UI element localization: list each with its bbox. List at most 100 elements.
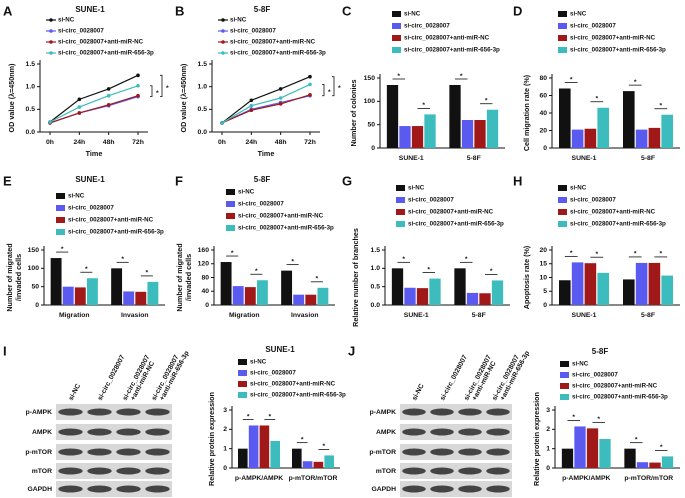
significance: * bbox=[301, 436, 304, 443]
y-tick-label: 160 bbox=[198, 247, 210, 254]
bar bbox=[399, 126, 411, 148]
y-tick-label: 0 bbox=[543, 145, 547, 152]
y-tick-label: 1.0 bbox=[371, 265, 381, 272]
y-tick-label: 20 bbox=[539, 127, 547, 134]
bar bbox=[597, 272, 609, 305]
y-tick-label: 1.5 bbox=[26, 61, 36, 68]
significance: * bbox=[490, 268, 493, 275]
y-axis-label: Relative number of branches bbox=[351, 228, 360, 327]
x-tick-label: Migration bbox=[229, 312, 260, 319]
legend-label: si-circ_0028007+anti-miR-NC bbox=[570, 209, 656, 216]
point bbox=[278, 96, 283, 100]
lane-label: si-NC bbox=[411, 383, 426, 402]
legend-label: si-circ_0028007+anti-miR-656-3p bbox=[408, 221, 504, 228]
significance: * bbox=[660, 444, 663, 451]
legend-label: si-circ_0028007+anti-miR-NC bbox=[58, 39, 144, 46]
legend-label: si-circ_0028007 bbox=[250, 370, 296, 377]
blot-strip bbox=[56, 404, 172, 420]
point bbox=[278, 102, 283, 106]
bar bbox=[259, 425, 270, 468]
y-axis-label: Relative protein expression bbox=[207, 392, 216, 486]
legend-label: si-circ_0028007+anti-miR-NC bbox=[572, 383, 658, 390]
blot-strip bbox=[400, 424, 512, 440]
blot-strip bbox=[400, 481, 512, 497]
bar bbox=[661, 275, 673, 305]
blot-band bbox=[486, 448, 510, 456]
legend-swatch bbox=[560, 372, 569, 378]
legend-swatch bbox=[560, 361, 569, 367]
bar bbox=[292, 448, 302, 468]
bar bbox=[281, 270, 293, 305]
blot-band bbox=[402, 467, 426, 475]
bar bbox=[479, 293, 491, 305]
y-tick-label: 50 bbox=[31, 283, 39, 290]
y-tick-label: 0.5 bbox=[371, 283, 381, 290]
x-tick-label: 0h bbox=[46, 139, 54, 146]
legend-label: si-circ_0028007 bbox=[570, 23, 616, 30]
y-tick-label: 0.5 bbox=[198, 106, 208, 113]
line bbox=[49, 74, 139, 123]
y-tick-label: 0 bbox=[35, 302, 39, 309]
line bbox=[221, 95, 311, 124]
y-axis-label: Number of migrated bbox=[5, 243, 14, 311]
significance: * bbox=[634, 251, 637, 258]
row-label: p-AMPK bbox=[26, 409, 53, 416]
blot-band bbox=[145, 467, 170, 475]
bar bbox=[256, 280, 268, 305]
point bbox=[220, 121, 224, 125]
bar bbox=[661, 114, 673, 148]
y-tick-label: 0.0 bbox=[198, 129, 208, 136]
legend-swatch bbox=[558, 209, 567, 215]
legend-label: si-circ_0028007+anti-miR-656-3p bbox=[68, 229, 164, 236]
x-tick-label: p-mTOR/mTOR bbox=[624, 475, 673, 482]
point bbox=[106, 87, 111, 91]
legend-swatch bbox=[560, 383, 569, 389]
bar bbox=[454, 268, 466, 305]
significance: * bbox=[402, 256, 405, 263]
bar bbox=[86, 278, 98, 305]
bar bbox=[74, 287, 86, 305]
legend-label: si-NC bbox=[404, 11, 421, 18]
bar bbox=[324, 455, 334, 468]
significance: * bbox=[572, 414, 575, 421]
x-tick-label: p-mTOR/mTOR bbox=[289, 475, 338, 482]
bar bbox=[62, 286, 74, 305]
legend-label: si-NC bbox=[68, 193, 85, 200]
panel-label: G bbox=[342, 173, 352, 188]
line bbox=[49, 85, 139, 123]
point bbox=[249, 98, 254, 103]
blot-band bbox=[402, 428, 426, 436]
bracket bbox=[332, 76, 335, 97]
bar bbox=[624, 448, 636, 468]
x-tick-label: 5-8F bbox=[641, 155, 655, 162]
blot-strip bbox=[400, 463, 512, 479]
bar bbox=[270, 440, 280, 468]
bar bbox=[597, 107, 609, 148]
bar bbox=[123, 291, 135, 305]
row-label: GAPDH bbox=[27, 486, 52, 493]
legend-label: si-NC bbox=[572, 361, 589, 368]
panel-label: C bbox=[342, 3, 352, 18]
legend-swatch bbox=[56, 217, 65, 223]
significance: * bbox=[146, 270, 149, 277]
legend-label: si-circ_0028007 bbox=[58, 28, 104, 35]
blot-band bbox=[145, 485, 170, 493]
legend-label: si-circ_0028007+anti-miR-NC bbox=[238, 213, 324, 220]
y-axis-label: OD value (λ=450nm) bbox=[179, 63, 188, 133]
lane-label: si-NC bbox=[68, 383, 83, 402]
y-axis-label: Relative protein expression bbox=[532, 392, 541, 486]
x-tick-label: SUNE-1 bbox=[399, 155, 424, 162]
y-axis-label: OD value (λ=450nm) bbox=[7, 63, 16, 133]
bar bbox=[584, 128, 597, 148]
significance: * bbox=[465, 256, 468, 263]
significance: * bbox=[659, 103, 662, 110]
y-tick-label: 80 bbox=[539, 75, 547, 82]
legend-swatch bbox=[56, 229, 65, 235]
panel-label: A bbox=[3, 3, 13, 18]
blot-band bbox=[87, 467, 112, 475]
significance: * bbox=[597, 416, 600, 423]
significance: * bbox=[570, 250, 573, 257]
y-tick-label: 1.5 bbox=[198, 61, 208, 68]
legend-swatch bbox=[392, 47, 401, 53]
y-tick-label: 100 bbox=[28, 265, 40, 272]
